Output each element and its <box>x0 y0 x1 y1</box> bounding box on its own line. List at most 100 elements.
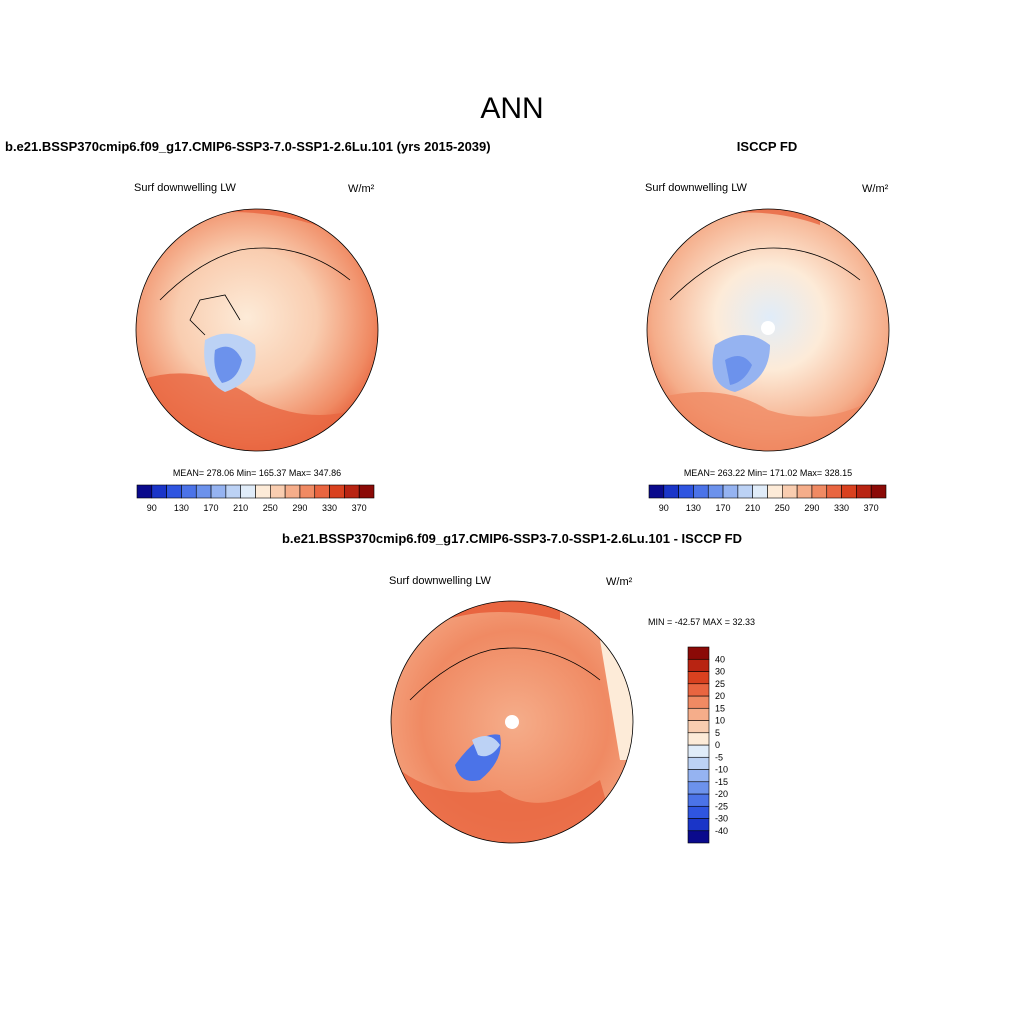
colorbar-box <box>687 744 710 758</box>
colorbar-box <box>166 484 182 499</box>
colorbar-box <box>687 793 710 807</box>
colorbar-box <box>737 484 753 499</box>
colorbar-box <box>687 683 710 697</box>
colorbar-box <box>663 484 679 499</box>
colorbar-label: 210 <box>745 503 760 513</box>
colorbar-box <box>181 484 197 499</box>
colorbar-box <box>796 484 813 499</box>
colorbar-label: -15 <box>715 777 728 787</box>
colorbar-box <box>687 707 710 721</box>
colorbar-label: 130 <box>686 503 701 513</box>
colorbar-box <box>358 484 375 499</box>
panel-heading: ISCCP FD <box>737 139 797 154</box>
map <box>391 601 633 843</box>
colorbar-label: -40 <box>715 826 728 836</box>
colorbar-box <box>767 484 783 499</box>
map-border <box>646 208 890 452</box>
colorbar-box <box>284 484 301 499</box>
stats: MEAN= 278.06 Min= 165.37 Max= 347.86 <box>173 468 341 478</box>
colorbar-box <box>687 805 710 819</box>
map <box>647 209 889 451</box>
colorbar-label: 370 <box>864 503 879 513</box>
colorbar-label: 370 <box>352 503 367 513</box>
colorbar-box <box>255 484 271 499</box>
colorbar-box <box>687 658 710 672</box>
variable-label: Surf downwelling LW <box>134 182 237 194</box>
colorbar-box <box>687 732 710 746</box>
colorbar-box <box>687 769 710 783</box>
colorbar-label: -20 <box>715 789 728 799</box>
colorbar-box <box>151 484 167 499</box>
variable-label: Surf downwelling LW <box>389 575 492 587</box>
colorbar-box <box>811 484 828 499</box>
units-label: W/m² <box>348 183 375 195</box>
colorbar-box <box>270 484 286 499</box>
panel-heading: b.e21.BSSP370cmip6.f09_g17.CMIP6-SSP3-7.… <box>282 531 742 546</box>
map <box>136 209 378 451</box>
colorbar-label: 130 <box>174 503 189 513</box>
colorbar-box <box>687 781 710 795</box>
colorbar-box <box>826 484 842 499</box>
variable-label: Surf downwelling LW <box>645 182 748 194</box>
colorbar-box <box>136 484 153 499</box>
colorbar-box <box>344 484 360 499</box>
units-label: W/m² <box>862 183 889 195</box>
colorbar-label: 10 <box>715 716 725 726</box>
colorbar-box <box>722 484 739 499</box>
colorbar-label: 5 <box>715 728 720 738</box>
units-label: W/m² <box>606 576 633 588</box>
colorbar-box <box>225 484 241 499</box>
colorbar-box <box>210 484 227 499</box>
colorbar: 90 130 170 210 250 290 330 370 <box>136 484 375 513</box>
colorbar-label: -10 <box>715 765 728 775</box>
colorbar-label: 25 <box>715 679 725 689</box>
colorbar-label: 170 <box>204 503 219 513</box>
colorbar-box <box>687 830 710 844</box>
colorbar-box <box>856 484 872 499</box>
colorbar-box <box>687 720 710 734</box>
colorbar-label: 90 <box>659 503 669 513</box>
colorbar-label: 250 <box>775 503 790 513</box>
colorbar-box <box>687 671 710 685</box>
colorbar-box <box>648 484 665 499</box>
colorbar-label: 15 <box>715 703 725 713</box>
colorbar-label: 20 <box>715 691 725 701</box>
colorbar-box <box>314 484 330 499</box>
colorbar-box <box>678 484 694 499</box>
colorbar-box <box>687 818 710 832</box>
map-border <box>135 208 379 452</box>
colorbar-label: 290 <box>292 503 307 513</box>
colorbar-box <box>752 484 768 499</box>
colorbar-box <box>687 695 710 709</box>
colorbar-label: 170 <box>716 503 731 513</box>
colorbar-box <box>195 484 212 499</box>
colorbar-label: -25 <box>715 801 728 811</box>
colorbar-box <box>687 756 710 770</box>
figure-title: ANN <box>480 92 543 125</box>
colorbar-label: 210 <box>233 503 248 513</box>
colorbar-label: 330 <box>322 503 337 513</box>
stats: MEAN= 263.22 Min= 171.02 Max= 328.15 <box>684 468 852 478</box>
colorbar-label: 30 <box>715 667 725 677</box>
map-border <box>390 600 634 844</box>
colorbar-box <box>240 484 256 499</box>
colorbar-box <box>329 484 345 499</box>
colorbar-box <box>707 484 724 499</box>
colorbar-label: 330 <box>834 503 849 513</box>
colorbar: -40 -30 -25 -20 -15 -10 -5 0 5 10 15 20 25 30 40 <box>687 646 728 844</box>
panel-heading: b.e21.BSSP370cmip6.f09_g17.CMIP6-SSP3-7.… <box>5 139 491 154</box>
colorbar-box <box>299 484 316 499</box>
colorbar: 90 130 170 210 250 290 330 370 <box>648 484 887 513</box>
colorbar-label: 40 <box>715 654 725 664</box>
colorbar-label: -30 <box>715 814 728 824</box>
colorbar-box <box>693 484 709 499</box>
colorbar-box <box>870 484 887 499</box>
colorbar-box <box>782 484 798 499</box>
stats: MIN = -42.57 MAX = 32.33 <box>648 617 755 627</box>
colorbar-box <box>687 646 710 660</box>
colorbar-label: 0 <box>715 740 720 750</box>
colorbar-label: -5 <box>715 752 723 762</box>
colorbar-label: 90 <box>147 503 157 513</box>
colorbar-label: 250 <box>263 503 278 513</box>
